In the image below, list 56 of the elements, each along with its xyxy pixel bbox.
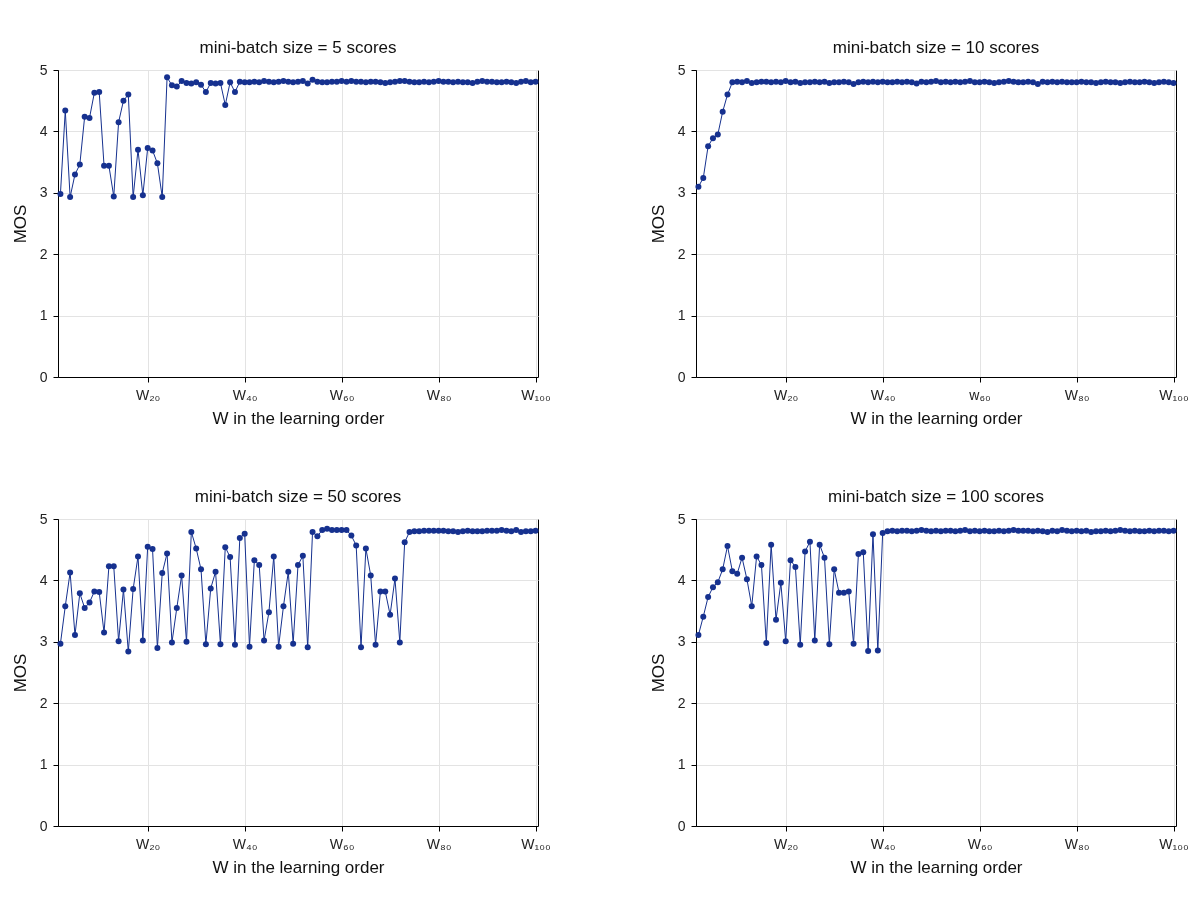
y-tick-label: 4 [677,571,686,588]
x-axis-title: W in the learning order [212,857,385,877]
y-axis-title: MOS [10,653,30,693]
x-axis-title: W in the learning order [850,857,1023,877]
y-tick-label: 5 [39,510,48,527]
y-tick-label: 0 [39,817,48,834]
chart-title: mini-batch size = 10 scores [832,38,1040,57]
y-tick-label: 5 [677,61,686,78]
y-tick-label: 2 [677,694,686,711]
y-tick-label: 3 [677,633,686,650]
x-tick-label: W₁₀₀ [521,835,552,852]
y-tick-label: 2 [677,245,686,262]
x-tick-label: W₁₀₀ [1159,386,1190,403]
x-tick-label: W₈₀ [426,835,452,852]
y-tick-label: 1 [677,756,686,773]
y-tick-label: 0 [677,368,686,385]
y-tick-label: 3 [39,633,48,650]
y-tick-label: 4 [39,571,48,588]
y-tick-label: 0 [677,817,686,834]
y-axis-title: MOS [10,204,30,244]
y-tick-label: 1 [677,307,686,324]
chart-title: mini-batch size = 50 scores [194,487,402,506]
chart-title: mini-batch size = 100 scores [828,487,1044,506]
x-tick-label: W₆₀ [967,835,993,852]
x-tick-label: w₆₀ [968,386,992,403]
x-tick-label: W₁₀₀ [1159,835,1190,852]
x-tick-label: W₂₀ [773,835,799,852]
y-tick-label: 5 [39,61,48,78]
x-tick-label: W₈₀ [1064,386,1090,403]
y-tick-label: 1 [39,756,48,773]
y-tick-label: 0 [39,368,48,385]
x-tick-label: W₄₀ [232,386,258,403]
y-tick-label: 3 [677,184,686,201]
y-tick-label: 4 [677,122,686,139]
x-tick-label: W₄₀ [232,835,258,852]
x-tick-label: W₈₀ [426,386,452,403]
x-axis-title: W in the learning order [850,408,1023,428]
x-tick-label: W₂₀ [773,386,799,403]
y-axis-title: MOS [648,653,668,693]
y-tick-label: 3 [39,184,48,201]
x-tick-label: W₆₀ [329,386,355,403]
y-tick-label: 2 [39,694,48,711]
x-tick-label: W₆₀ [329,835,355,852]
y-tick-label: 5 [677,510,686,527]
x-tick-label: W₂₀ [135,386,161,403]
x-axis-title: W in the learning order [212,408,385,428]
x-tick-label: W₈₀ [1064,835,1090,852]
chart-title: mini-batch size = 5 scores [199,38,397,57]
x-tick-label: W₂₀ [135,835,161,852]
x-tick-label: W₄₀ [870,835,896,852]
y-tick-label: 2 [39,245,48,262]
y-tick-label: 1 [39,307,48,324]
y-tick-label: 4 [39,122,48,139]
x-tick-label: W₄₀ [870,386,896,403]
y-axis-title: MOS [648,204,668,244]
x-tick-label: W₁₀₀ [521,386,552,403]
